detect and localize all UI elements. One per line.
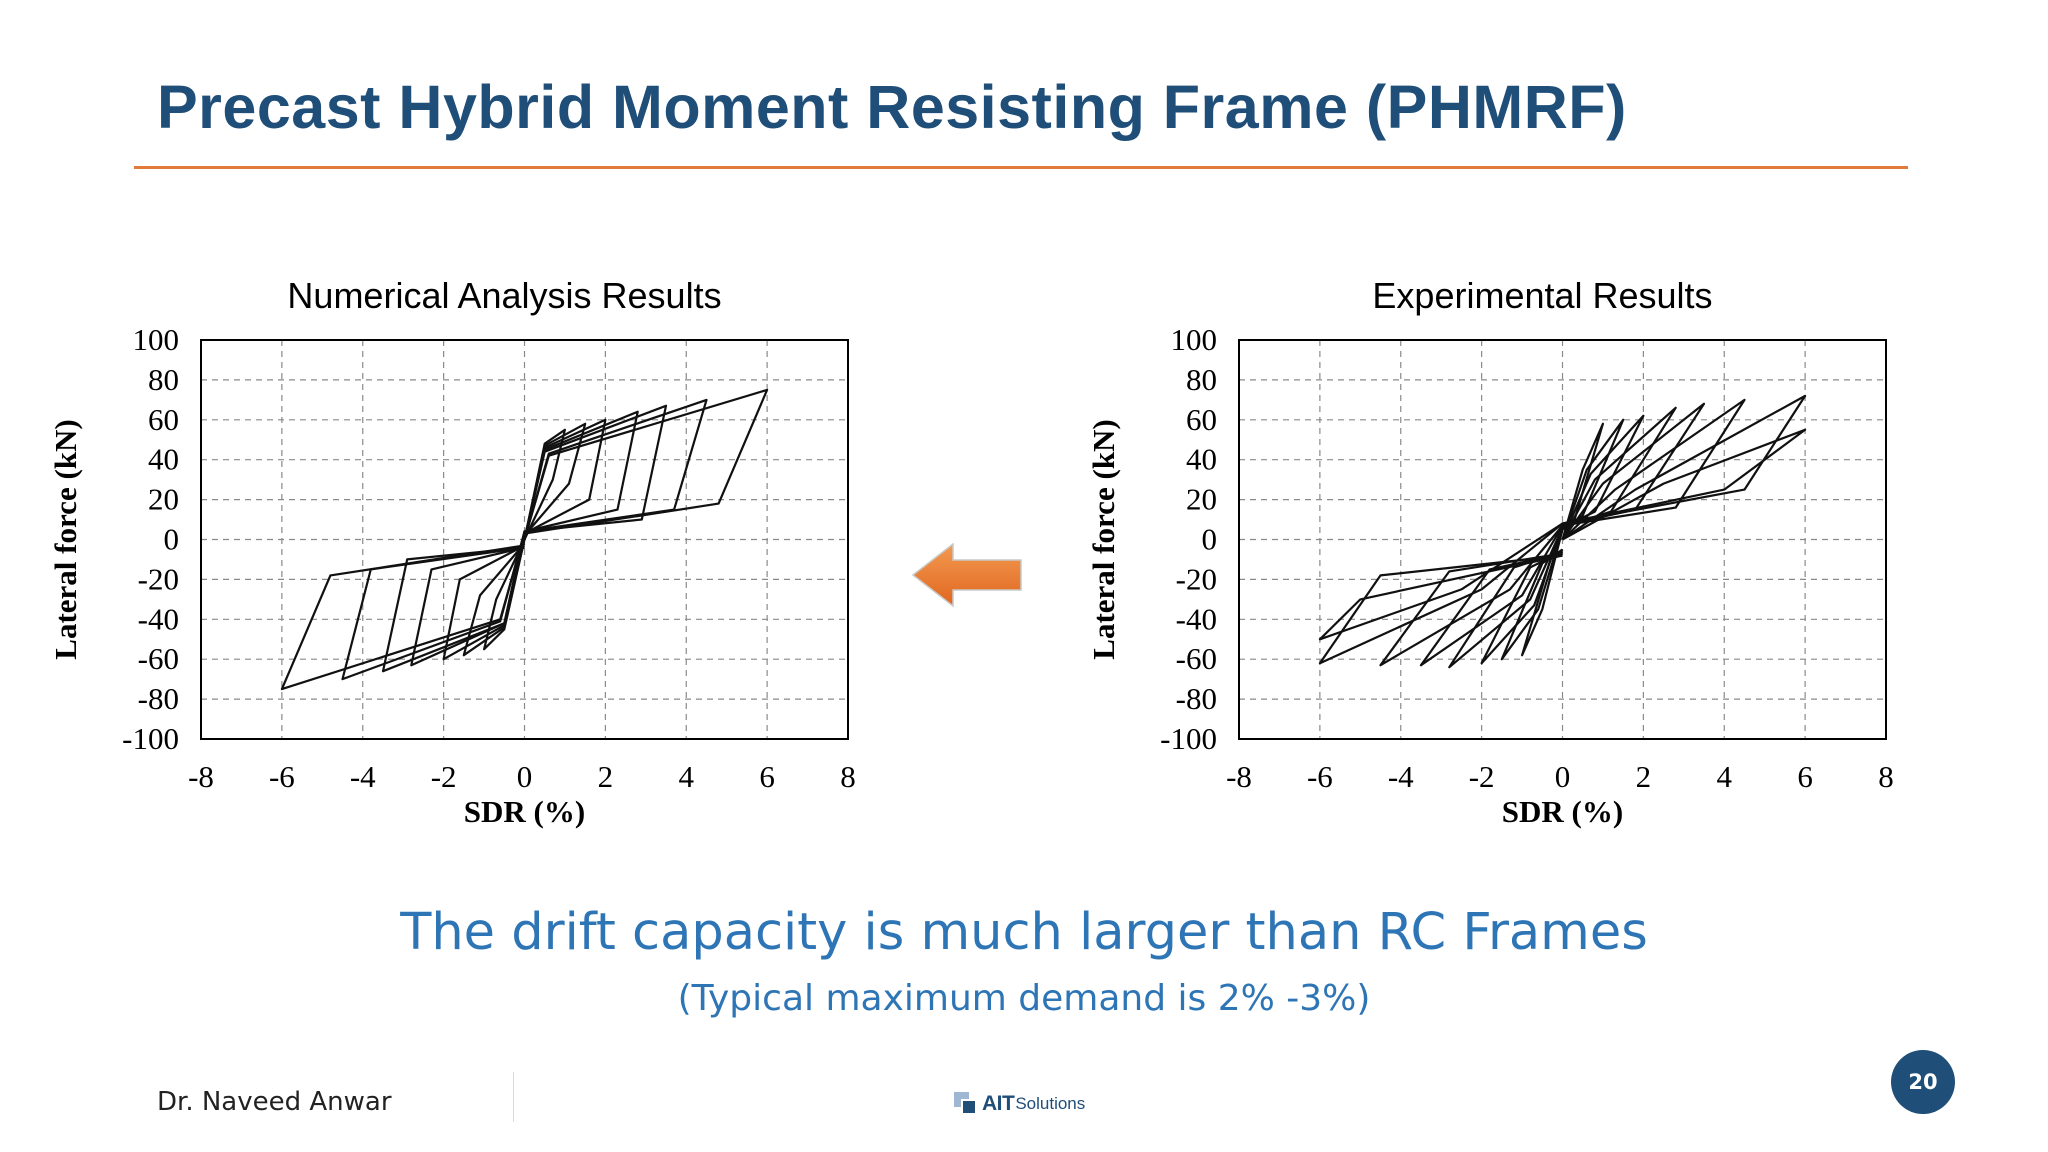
x-tick-label: -6 <box>269 759 295 794</box>
x-tick-label: 8 <box>840 759 856 794</box>
y-tick-label: -80 <box>138 681 179 716</box>
y-axis-label: Lateral force (kN) <box>50 419 83 659</box>
y-tick-label: -60 <box>1176 641 1217 676</box>
experimental-chart: Experimental Results100806040200-20-40-6… <box>1088 275 1894 829</box>
x-tick-label: -6 <box>1307 759 1333 794</box>
x-tick-label: 8 <box>1878 759 1894 794</box>
y-tick-label: 0 <box>164 522 180 557</box>
y-tick-label: 100 <box>1171 322 1218 357</box>
y-tick-label: 60 <box>148 402 179 437</box>
y-tick-label: -60 <box>138 641 179 676</box>
chart-title: Experimental Results <box>1372 275 1712 316</box>
y-tick-label: 20 <box>1186 482 1217 517</box>
slide-title: Precast Hybrid Moment Resisting Frame (P… <box>157 73 1627 141</box>
plot-frame <box>200 339 849 740</box>
hysteresis-loop-7 <box>280 388 769 691</box>
x-axis-label: SDR (%) <box>464 794 585 829</box>
x-tick-label: -4 <box>1388 759 1414 794</box>
x-axis-label: SDR (%) <box>1502 794 1623 829</box>
x-tick-label: -8 <box>1226 759 1252 794</box>
title-rule <box>134 166 1908 169</box>
y-tick-label: 80 <box>148 362 179 397</box>
x-tick-label: -2 <box>1469 759 1495 794</box>
chart-title: Numerical Analysis Results <box>287 275 721 316</box>
author-name: Dr. Naveed Anwar <box>157 1087 392 1117</box>
x-tick-label: 6 <box>1797 759 1813 794</box>
footer-divider <box>513 1072 514 1122</box>
numerical-chart: Numerical Analysis Results100806040200-2… <box>50 275 856 829</box>
y-tick-label: 60 <box>1186 402 1217 437</box>
y-tick-label: -20 <box>1176 561 1217 596</box>
y-tick-label: 100 <box>133 322 180 357</box>
x-tick-label: -2 <box>431 759 457 794</box>
x-tick-label: 4 <box>679 759 695 794</box>
y-tick-label: -20 <box>138 561 179 596</box>
y-tick-label: -100 <box>1160 721 1217 756</box>
y-tick-label: -80 <box>1176 681 1217 716</box>
typical-demand-note: (Typical maximum demand is 2% -3%) <box>677 978 1371 1019</box>
page-number: 20 <box>1908 1070 1938 1094</box>
y-tick-label: 40 <box>1186 442 1217 477</box>
y-tick-label: -40 <box>1176 601 1217 636</box>
y-tick-label: 80 <box>1186 362 1217 397</box>
x-tick-label: -8 <box>188 759 214 794</box>
x-tick-label: 0 <box>517 759 533 794</box>
y-tick-label: -40 <box>138 601 179 636</box>
x-tick-label: 2 <box>598 759 614 794</box>
left-arrow-icon <box>911 542 1022 608</box>
hysteresis-loop-8 <box>1318 428 1807 641</box>
x-tick-label: -4 <box>350 759 376 794</box>
x-tick-label: 2 <box>1636 759 1652 794</box>
y-tick-label: 0 <box>1202 522 1218 557</box>
hysteresis-loop-6 <box>341 398 708 681</box>
ait-solutions-logo: AIT Solutions <box>954 1088 1085 1120</box>
drift-capacity-statement: The drift capacity is much larger than R… <box>400 903 1648 962</box>
x-tick-label: 4 <box>1717 759 1733 794</box>
logo-text-strong: AIT <box>982 1092 1015 1115</box>
x-tick-label: 0 <box>1555 759 1571 794</box>
page-number-badge: 20 <box>1891 1050 1955 1114</box>
x-tick-label: 6 <box>759 759 775 794</box>
y-tick-label: 40 <box>148 442 179 477</box>
y-tick-label: -100 <box>122 721 179 756</box>
plot-frame <box>1238 339 1887 740</box>
y-axis-label: Lateral force (kN) <box>1088 419 1121 659</box>
logo-text-rest: Solutions <box>1015 1094 1086 1113</box>
y-tick-label: 20 <box>148 482 179 517</box>
logo-mark-icon <box>954 1092 978 1116</box>
